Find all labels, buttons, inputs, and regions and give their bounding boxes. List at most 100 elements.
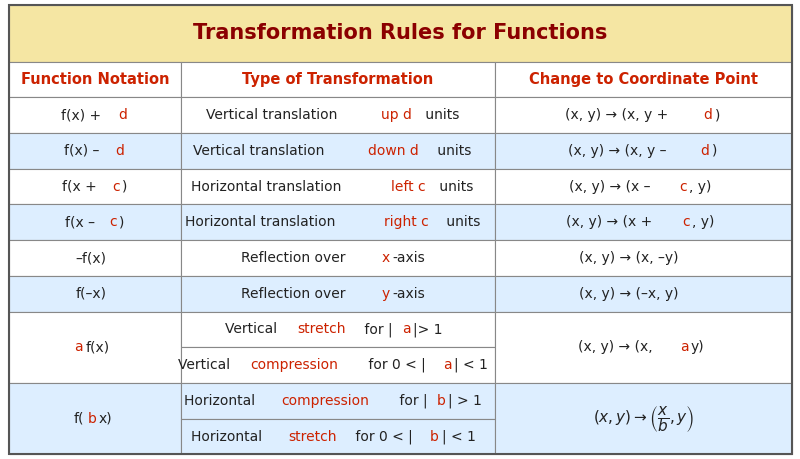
Text: for 0 < |: for 0 < | [364,358,426,372]
FancyBboxPatch shape [494,62,792,97]
Text: units: units [435,179,474,194]
Text: ): ) [712,144,717,158]
Text: d: d [700,144,710,158]
FancyBboxPatch shape [10,62,182,97]
Text: Vertical: Vertical [225,322,282,336]
FancyBboxPatch shape [182,169,494,204]
Text: f(x): f(x) [86,340,110,354]
Text: ): ) [122,179,127,194]
Text: compression: compression [282,394,370,408]
FancyBboxPatch shape [494,97,792,133]
Text: | < 1: | < 1 [454,358,488,372]
FancyBboxPatch shape [10,240,182,276]
FancyBboxPatch shape [182,312,494,347]
Text: (x, y) → (x –: (x, y) → (x – [569,179,654,194]
Text: stretch: stretch [298,322,346,336]
Text: (x, y) → (x, –y): (x, y) → (x, –y) [579,251,678,265]
Text: a: a [74,340,83,354]
Text: Transformation Rules for Functions: Transformation Rules for Functions [194,23,608,43]
FancyBboxPatch shape [182,383,494,419]
FancyBboxPatch shape [182,62,494,97]
Text: d: d [115,144,124,158]
Text: for |: for | [360,322,393,337]
Text: units: units [442,215,480,230]
FancyBboxPatch shape [10,312,182,383]
Text: , y): , y) [689,179,711,194]
Text: Horizontal translation: Horizontal translation [185,215,339,230]
FancyBboxPatch shape [182,276,494,312]
Text: stretch: stretch [288,430,337,443]
FancyBboxPatch shape [494,240,792,276]
Text: –f(x): –f(x) [75,251,106,265]
Text: d: d [703,108,712,122]
Text: f(x) +: f(x) + [61,108,106,122]
FancyBboxPatch shape [182,204,494,240]
Text: right c: right c [384,215,429,230]
Text: Type of Transformation: Type of Transformation [242,72,434,87]
Text: Horizontal: Horizontal [184,394,260,408]
Text: compression: compression [250,358,338,372]
FancyBboxPatch shape [494,276,792,312]
Text: Vertical translation: Vertical translation [206,108,342,122]
Text: d: d [118,108,127,122]
Text: (x, y) → (x,: (x, y) → (x, [578,340,657,354]
Text: Reflection over: Reflection over [242,251,350,265]
Text: Reflection over: Reflection over [242,287,350,301]
FancyBboxPatch shape [494,204,792,240]
Text: f(x –: f(x – [65,215,99,230]
Text: y): y) [691,340,705,354]
Text: up d: up d [381,108,412,122]
Text: b: b [87,412,97,425]
Text: b: b [430,430,439,443]
Text: |> 1: |> 1 [413,322,442,337]
FancyBboxPatch shape [10,276,182,312]
Text: Horizontal translation: Horizontal translation [191,179,346,194]
Text: units: units [434,144,472,158]
Text: Vertical translation: Vertical translation [193,144,329,158]
Text: Change to Coordinate Point: Change to Coordinate Point [529,72,758,87]
Text: f(–x): f(–x) [75,287,106,301]
Text: | > 1: | > 1 [448,394,482,408]
Text: -axis: -axis [392,287,425,301]
FancyBboxPatch shape [10,133,182,169]
Text: Function Notation: Function Notation [21,72,170,87]
Text: c: c [112,179,120,194]
FancyBboxPatch shape [10,169,182,204]
FancyBboxPatch shape [10,97,182,133]
FancyBboxPatch shape [494,169,792,204]
Text: ): ) [119,215,124,230]
FancyBboxPatch shape [182,240,494,276]
Text: for |: for | [394,394,427,408]
Text: c: c [109,215,117,230]
Text: f(: f( [74,412,85,425]
Text: a: a [680,340,689,354]
FancyBboxPatch shape [494,133,792,169]
Text: c: c [682,215,690,230]
Text: Horizontal: Horizontal [190,430,266,443]
Text: a: a [443,358,452,372]
Text: (x, y) → (x +: (x, y) → (x + [566,215,656,230]
Text: f(x) –: f(x) – [64,144,104,158]
Text: x: x [382,251,390,265]
Text: Vertical: Vertical [178,358,234,372]
Text: units: units [421,108,459,122]
FancyBboxPatch shape [182,97,494,133]
Text: | < 1: | < 1 [442,429,475,444]
Text: (x, y) → (–x, y): (x, y) → (–x, y) [579,287,678,301]
Text: a: a [402,322,410,336]
Text: left c: left c [390,179,426,194]
FancyBboxPatch shape [182,347,494,383]
Text: , y): , y) [692,215,714,230]
FancyBboxPatch shape [10,383,182,454]
FancyBboxPatch shape [10,204,182,240]
Text: f(x +: f(x + [62,179,101,194]
Text: -axis: -axis [392,251,425,265]
FancyBboxPatch shape [182,419,494,454]
Text: ): ) [715,108,720,122]
Text: (x, y) → (x, y –: (x, y) → (x, y – [568,144,670,158]
Text: x): x) [99,412,113,425]
FancyBboxPatch shape [182,133,494,169]
Text: y: y [382,287,390,301]
Text: b: b [437,394,446,408]
Text: c: c [679,179,687,194]
